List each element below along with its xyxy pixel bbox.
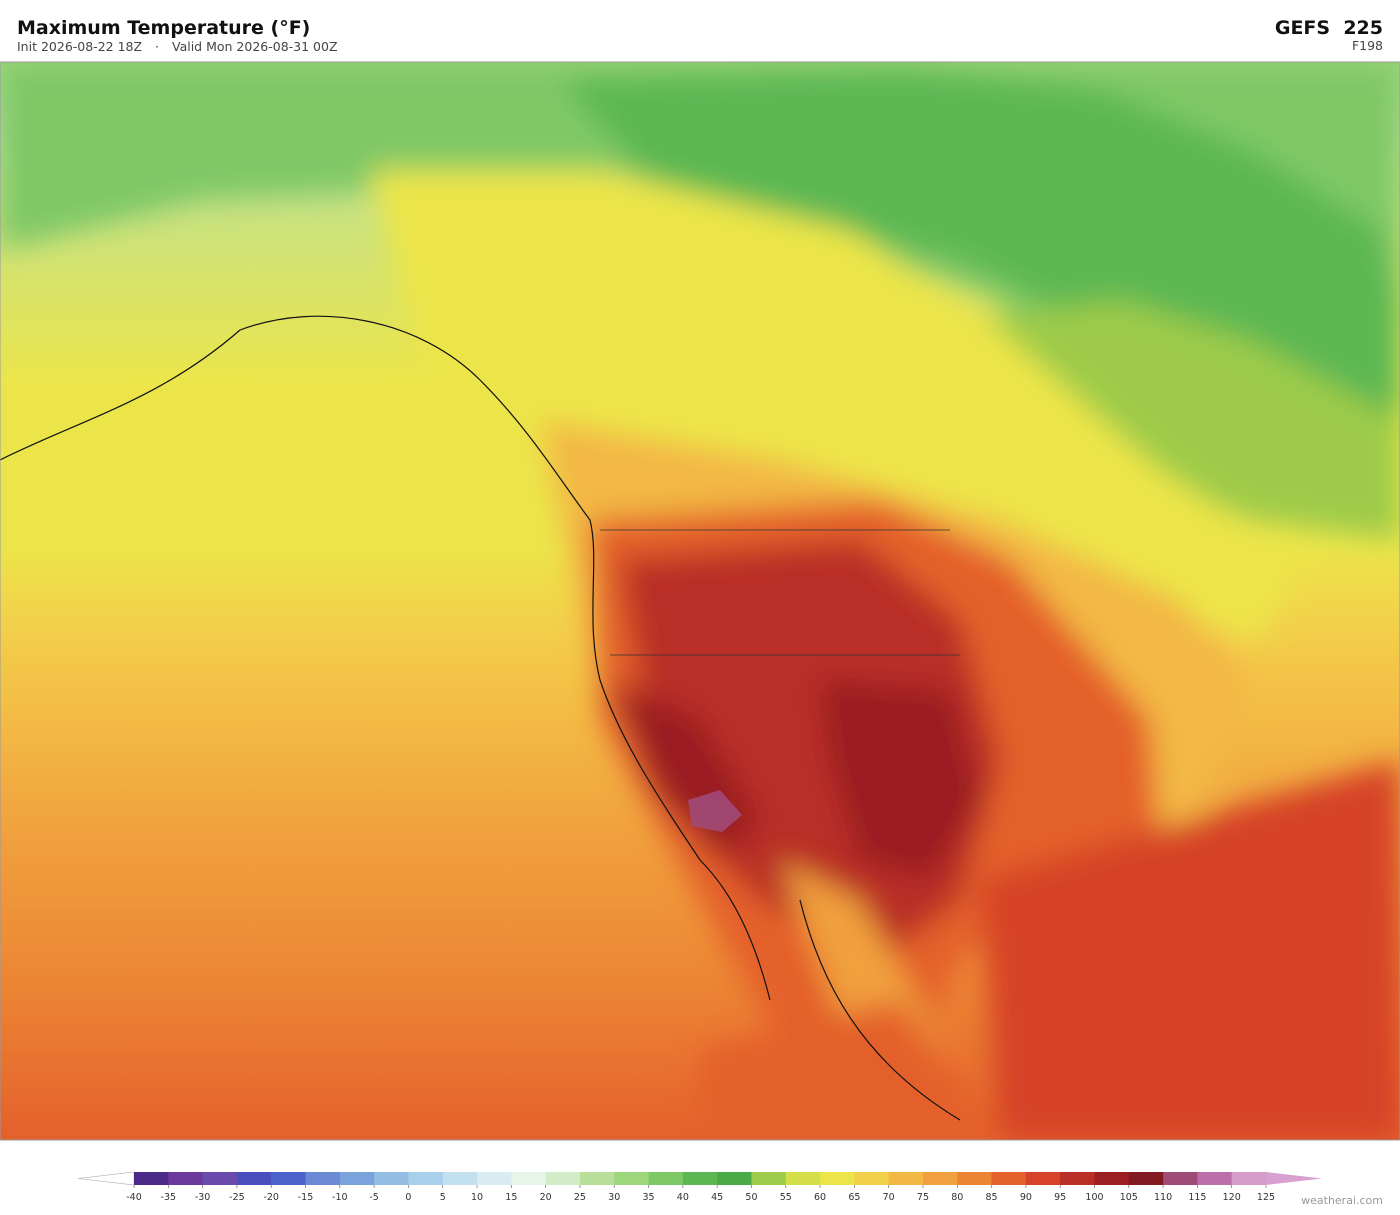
colorbar-tick-label: 25: [574, 1192, 586, 1203]
colorbar-tick-label: 50: [745, 1192, 757, 1203]
colorbar-tick-label: 125: [1257, 1192, 1275, 1203]
colorbar-segment: [579, 1172, 615, 1185]
watermark: weatherai.com: [1301, 1194, 1383, 1207]
colorbar-segment: [785, 1172, 821, 1185]
colorbar-segment: [408, 1172, 444, 1185]
colorbar-segment: [717, 1172, 752, 1185]
colorbar-tick-label: 0: [405, 1192, 411, 1203]
colorbar-tick-label: 70: [883, 1192, 895, 1203]
map: [0, 62, 1400, 1140]
colorbar-segment: [751, 1172, 787, 1185]
colorbar-tick-label: 80: [951, 1192, 963, 1203]
colorbar-segment: [442, 1172, 478, 1185]
colorbar-tick-label: 30: [608, 1192, 620, 1203]
separator: ·: [155, 39, 159, 54]
colorbar-tick-label: -35: [161, 1192, 177, 1203]
colorbar-tick-label: 115: [1188, 1192, 1206, 1203]
colorbar-tick-label: 65: [848, 1192, 860, 1203]
colorbar-segment: [820, 1172, 855, 1185]
colorbar-segment: [614, 1172, 650, 1185]
valid-time: Valid Mon 2026-08-31 00Z: [172, 39, 338, 54]
purple-hotspot: [688, 790, 742, 832]
colorbar-tick-label: 120: [1223, 1192, 1241, 1203]
colorbar: -40 -35 -30 -25 -20 -15 -10 -5 0 5 10 15 20 25 30 35 40 4…: [77, 1171, 1322, 1203]
colorbar-tick-label: 5: [440, 1192, 446, 1203]
colorbar-tick-label: 95: [1054, 1192, 1066, 1203]
colorbar-segment: [1060, 1172, 1095, 1185]
colorbar-segment: [236, 1172, 272, 1185]
forecast-step: F198: [1352, 38, 1383, 53]
colorbar-tick-label: 15: [505, 1192, 517, 1203]
colorbar-segment: [1231, 1172, 1267, 1185]
colorbar-segment: [134, 1172, 169, 1185]
colorbar-tick-label: 100: [1085, 1192, 1103, 1203]
colorbar-segment: [957, 1172, 993, 1185]
colorbar-segment: [1025, 1172, 1061, 1185]
colorbar-segment: [339, 1172, 375, 1185]
model-name: GEFS 225: [1275, 17, 1383, 39]
coastline: [0, 315, 961, 1121]
colorbar-segment: [1197, 1172, 1233, 1185]
colorbar-segment: [1094, 1172, 1130, 1185]
colorbar-tick-label: 45: [711, 1192, 723, 1203]
colorbar-segment: [374, 1172, 409, 1185]
colorbar-segment: [545, 1172, 581, 1185]
colorbar-segment: [271, 1172, 307, 1185]
colorbar-tick-label: 20: [540, 1192, 552, 1203]
colorbar-segment: [1163, 1172, 1198, 1185]
map-frame: [0, 61, 1400, 1141]
colorbar-over: [1266, 1172, 1322, 1185]
colorbar-tick-label: -5: [369, 1192, 378, 1203]
colorbar-tick-label: -10: [332, 1192, 348, 1203]
colorbar-segment: [1128, 1172, 1164, 1185]
colorbar-tick-label: -30: [195, 1192, 211, 1203]
colorbar-tick-label: 35: [642, 1192, 654, 1203]
colorbar-segment: [648, 1172, 684, 1185]
colorbar-segment: [854, 1172, 890, 1185]
colorbar-segment: [168, 1172, 204, 1185]
colorbar-tick-label: 55: [780, 1192, 792, 1203]
colorbar-tick-label: 90: [1020, 1192, 1032, 1203]
colorbar-tick-label: -20: [263, 1192, 279, 1203]
colorbar-tick-label: 10: [471, 1192, 483, 1203]
colorbar-segment: [305, 1172, 341, 1185]
colorbar-tick-label: -40: [126, 1192, 142, 1203]
colorbar-segment: [922, 1172, 958, 1185]
colorbar-segment: [477, 1172, 512, 1185]
colorbar-segment: [682, 1172, 718, 1185]
colorbar-under: [77, 1171, 135, 1186]
colorbar-tick-label: 85: [986, 1192, 998, 1203]
colorbar-segment: [511, 1172, 547, 1185]
init-time: Init 2026-08-22 18Z: [17, 39, 142, 54]
colorbar-segment: [888, 1172, 924, 1185]
colorbar-segment: [202, 1172, 238, 1185]
colorbar-tick-label: 110: [1154, 1192, 1172, 1203]
colorbar-tick-label: 40: [677, 1192, 689, 1203]
title: Maximum Temperature (°F): [17, 17, 310, 39]
colorbar-tick-label: 105: [1120, 1192, 1138, 1203]
colorbar-tick-label: -15: [298, 1192, 314, 1203]
colorbar-tick-label: -25: [229, 1192, 245, 1203]
colorbar-tick-label: 75: [917, 1192, 929, 1203]
border-line: [600, 529, 960, 656]
colorbar-tick-label: 60: [814, 1192, 826, 1203]
colorbar-segment: [991, 1172, 1027, 1185]
